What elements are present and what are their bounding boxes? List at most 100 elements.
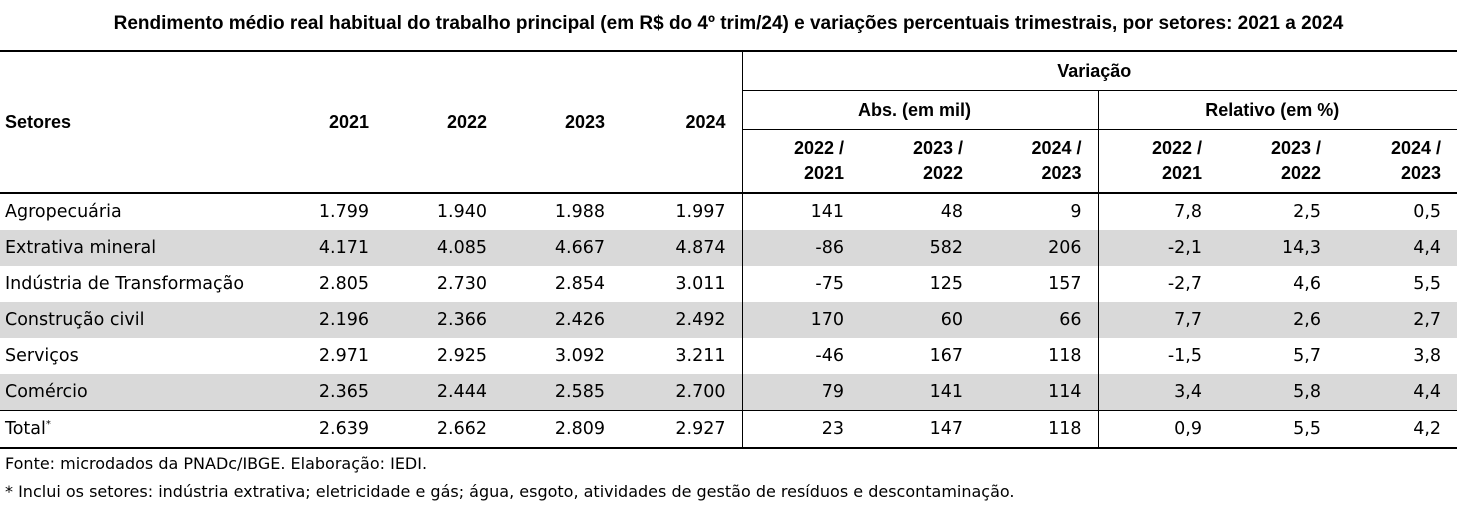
cell: 48	[940, 202, 963, 222]
cell: 4.874	[621, 230, 742, 266]
cell: 1.997	[675, 202, 726, 222]
cell: 1.940	[436, 202, 487, 222]
cell: -1,5	[1097, 338, 1218, 374]
cell: 125	[929, 274, 963, 294]
row-label: Agropecuária	[5, 202, 122, 222]
cell: 60	[860, 302, 979, 338]
table-header: Setores 2021 2022 2023 2024 Variação Abs…	[0, 50, 1457, 194]
header-year: 2023	[503, 50, 621, 194]
cell: 2.365	[267, 374, 385, 411]
cell: 2.426	[503, 302, 621, 338]
header-period: 2022 /2021	[741, 129, 860, 194]
cell: 4.085	[385, 230, 503, 266]
total-label: Total*	[0, 410, 267, 449]
cell: 1.988	[554, 202, 605, 222]
cell: 118	[979, 410, 1098, 449]
cell: 118	[1048, 346, 1082, 366]
cell: 2.639	[267, 410, 385, 449]
header-period: 2023 /2022	[860, 129, 979, 194]
cell: 2.925	[436, 346, 487, 366]
cell: 14,3	[1218, 230, 1337, 266]
cell: 2.854	[554, 274, 605, 294]
cell: -75	[741, 266, 860, 302]
cell: 4,6	[1293, 274, 1321, 294]
table-row: Construção civil 2.196 2.366 2.426 2.492…	[0, 302, 1457, 338]
table-row: Indústria de Transformação 2.805 2.730 2…	[0, 266, 1457, 302]
cell: 0,9	[1097, 410, 1218, 449]
cell: 7,7	[1097, 302, 1218, 338]
cell: 4,4	[1337, 374, 1457, 411]
cell: 2,5	[1293, 202, 1321, 222]
cell: 7,8	[1097, 193, 1218, 230]
cell: 157	[1048, 274, 1082, 294]
cell: 2.444	[385, 374, 503, 411]
cell: 3,4	[1097, 374, 1218, 411]
row-label: Indústria de Transformação	[5, 274, 245, 294]
cell: 3,8	[1413, 346, 1442, 366]
table-title: Rendimento médio real habitual do trabal…	[113, 13, 1344, 34]
header-period: 2022 /2021	[1097, 129, 1218, 194]
header-period: 2024 /2023	[1337, 129, 1457, 194]
cell: 206	[979, 230, 1098, 266]
header-period: 2023 /2022	[1218, 129, 1337, 194]
table-row: Comércio 2.365 2.444 2.585 2.700 79 141 …	[0, 374, 1457, 411]
row-label: Comércio	[0, 374, 267, 411]
cell: 582	[860, 230, 979, 266]
header-relativo: Relativo (em %)	[1097, 90, 1457, 130]
cell: 9	[1070, 202, 1082, 222]
cell: 2.927	[621, 410, 742, 449]
cell: 2.585	[503, 374, 621, 411]
cell: 2.366	[385, 302, 503, 338]
cell: 4.171	[267, 230, 385, 266]
table-row: Agropecuária 1.799 1.940 1.988 1.997 141…	[0, 193, 1457, 230]
cell: 66	[979, 302, 1098, 338]
cell: 2,6	[1218, 302, 1337, 338]
cell: 4.667	[503, 230, 621, 266]
cell: 2.662	[385, 410, 503, 449]
header-period: 2024 /2023	[979, 129, 1098, 194]
cell: 2.492	[621, 302, 742, 338]
cell: -2,7	[1097, 266, 1218, 302]
cell: 2.196	[267, 302, 385, 338]
cell: 5,7	[1293, 346, 1321, 366]
table-body: Agropecuária 1.799 1.940 1.988 1.997 141…	[0, 193, 1457, 449]
table-row: Serviços 2.971 2.925 3.092 3.211 -46 167…	[0, 338, 1457, 374]
cell: 141	[860, 374, 979, 411]
cell: 2.805	[318, 274, 369, 294]
cell: -46	[741, 338, 860, 374]
data-table: Setores 2021 2022 2023 2024 Variação Abs…	[0, 50, 1457, 449]
cell: 147	[860, 410, 979, 449]
cell: 5,5	[1413, 274, 1442, 294]
footnote: * Inclui os setores: indústria extrativa…	[5, 482, 1015, 501]
cell: 79	[741, 374, 860, 411]
footnote-marker: *	[45, 419, 51, 431]
cell: -86	[741, 230, 860, 266]
cell: 170	[741, 302, 860, 338]
header-year: 2021	[267, 50, 385, 194]
cell: 5,5	[1218, 410, 1337, 449]
total-row: Total* 2.639 2.662 2.809 2.927 23 147 11…	[0, 410, 1457, 449]
header-year: 2024	[621, 50, 742, 194]
cell: 3.211	[675, 346, 726, 366]
cell: 3.011	[675, 274, 726, 294]
cell: 2.809	[503, 410, 621, 449]
header-year: 2022	[385, 50, 503, 194]
cell: 23	[741, 410, 860, 449]
row-label: Construção civil	[0, 302, 267, 338]
row-label: Serviços	[5, 346, 79, 366]
cell: 2,7	[1337, 302, 1457, 338]
cell: 2.971	[318, 346, 369, 366]
cell: 0,5	[1413, 202, 1442, 222]
header-variacao: Variação	[741, 50, 1457, 91]
cell: 3.092	[554, 346, 605, 366]
cell: 5,8	[1218, 374, 1337, 411]
header-abs: Abs. (em mil)	[741, 90, 1098, 130]
cell: 4,4	[1337, 230, 1457, 266]
cell: 141	[741, 193, 860, 230]
table-row: Extrativa mineral 4.171 4.085 4.667 4.87…	[0, 230, 1457, 266]
cell: 1.799	[318, 202, 369, 222]
cell: 167	[929, 346, 963, 366]
cell: -2,1	[1097, 230, 1218, 266]
source-note: Fonte: microdados da PNADc/IBGE. Elabora…	[5, 454, 428, 473]
